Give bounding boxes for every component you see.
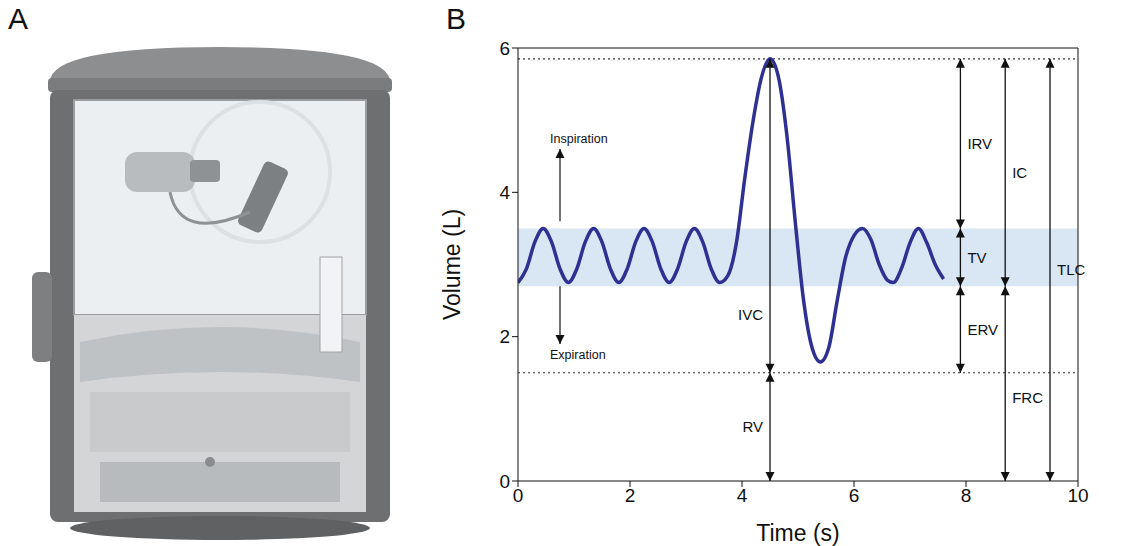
svg-text:TV: TV <box>967 249 986 266</box>
svg-text:ERV: ERV <box>967 321 998 338</box>
svg-text:Volume (L): Volume (L) <box>440 209 465 320</box>
svg-text:10: 10 <box>1067 485 1088 506</box>
svg-text:IC: IC <box>1012 164 1027 181</box>
html-text:B: B <box>446 2 466 35</box>
svg-text:Time (s): Time (s) <box>756 520 839 546</box>
svg-text:4: 4 <box>737 485 748 506</box>
svg-text:2: 2 <box>499 326 510 347</box>
svg-text:8: 8 <box>961 485 972 506</box>
svg-text:Inspiration: Inspiration <box>550 132 608 146</box>
svg-text:TLC: TLC <box>1057 261 1086 278</box>
svg-text:0: 0 <box>499 471 510 492</box>
svg-text:FRC: FRC <box>1012 389 1043 406</box>
svg-text:0: 0 <box>513 485 524 506</box>
svg-text:Expiration: Expiration <box>550 348 606 362</box>
html-text:A: A <box>8 2 28 35</box>
svg-text:6: 6 <box>499 38 510 59</box>
svg-text:IRV: IRV <box>967 135 992 152</box>
svg-text:IVC: IVC <box>738 306 763 323</box>
svg-text:6: 6 <box>849 485 860 506</box>
svg-text:4: 4 <box>499 182 510 203</box>
svg-text:RV: RV <box>742 418 763 435</box>
svg-text:2: 2 <box>625 485 636 506</box>
